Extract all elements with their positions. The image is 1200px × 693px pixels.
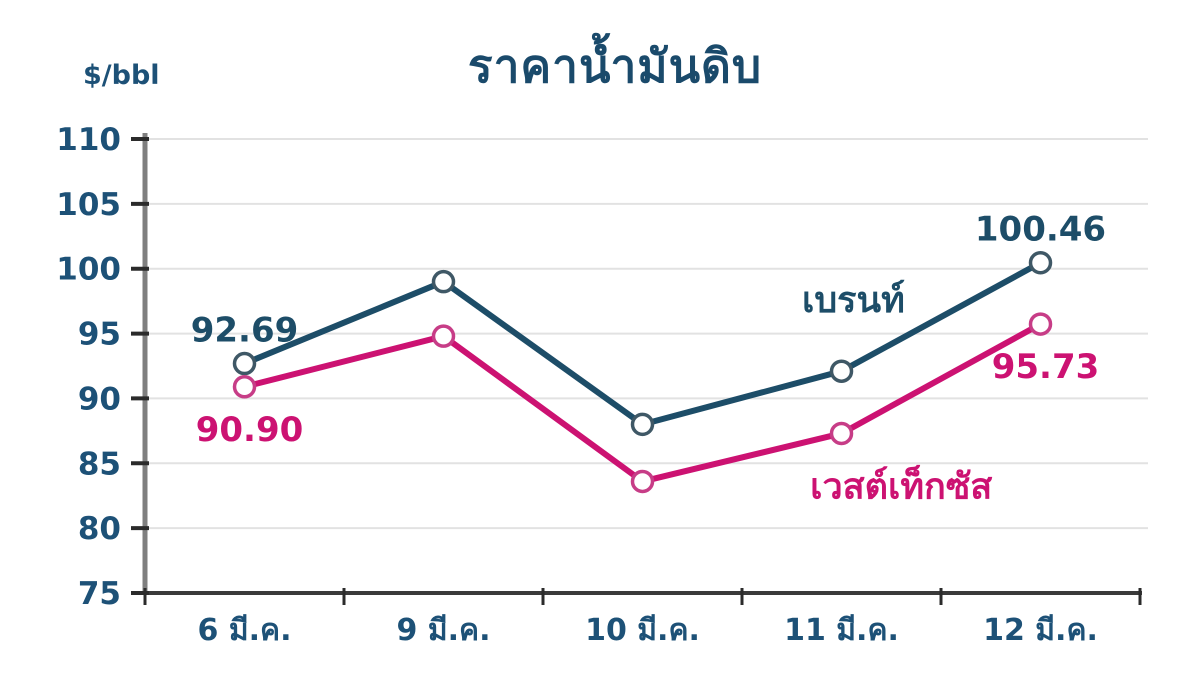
- series-brent: [232, 250, 1053, 437]
- series-line: [241, 259, 1044, 428]
- legend-label-brent: เบรนท์: [802, 279, 905, 321]
- x-category-label: 6 มี.ค.: [198, 613, 292, 648]
- series-west-texas: [232, 312, 1053, 494]
- y-axis-ticks-and-labels: 110 105 100 95 90 85 80 75: [56, 122, 149, 612]
- data-point-marker: [232, 351, 257, 376]
- y-tick-label: 105: [56, 187, 121, 223]
- data-point-marker: [630, 412, 655, 437]
- y-axis-unit-label: $/bbl: [83, 60, 160, 91]
- data-label: 90.90: [196, 410, 304, 450]
- data-point-marker: [431, 324, 456, 348]
- y-tick-label: 80: [78, 511, 121, 547]
- y-tick-label: 95: [78, 317, 121, 353]
- data-point-marker: [1028, 250, 1053, 275]
- chart-title: ราคาน้ำมันดิบ: [467, 39, 763, 93]
- data-point-marker: [431, 269, 456, 294]
- data-labels: 92.69 100.46 90.90 95.73: [191, 210, 1106, 450]
- x-axis-ticks-and-labels: 6 มี.ค. 9 มี.ค. 10 มี.ค. 11 มี.ค. 12 มี.ค.: [143, 588, 1142, 648]
- data-point-marker: [630, 469, 655, 494]
- y-tick-label: 90: [78, 381, 121, 417]
- x-category-label: 12 มี.ค.: [983, 613, 1098, 648]
- series-line: [241, 321, 1044, 485]
- y-tick-label: 110: [56, 122, 121, 158]
- x-category-label: 10 มี.ค.: [585, 613, 700, 648]
- data-label: 100.46: [975, 210, 1106, 250]
- data-label: 92.69: [191, 311, 299, 351]
- x-category-label: 11 มี.ค.: [784, 613, 899, 648]
- data-point-marker: [829, 421, 854, 446]
- y-tick-label: 75: [78, 576, 121, 612]
- inline-legend: เบรนท์เวสต์เท็กซัส: [802, 279, 992, 508]
- data-point-marker: [1028, 312, 1053, 336]
- data-point-marker: [232, 375, 257, 399]
- y-tick-label: 100: [56, 252, 121, 288]
- y-tick-label: 85: [78, 446, 121, 482]
- x-category-label: 9 มี.ค.: [397, 613, 491, 648]
- data-label: 95.73: [992, 347, 1100, 387]
- data-point-marker: [829, 359, 854, 383]
- legend-label-west-texas: เวสต์เท็กซัส: [810, 464, 992, 508]
